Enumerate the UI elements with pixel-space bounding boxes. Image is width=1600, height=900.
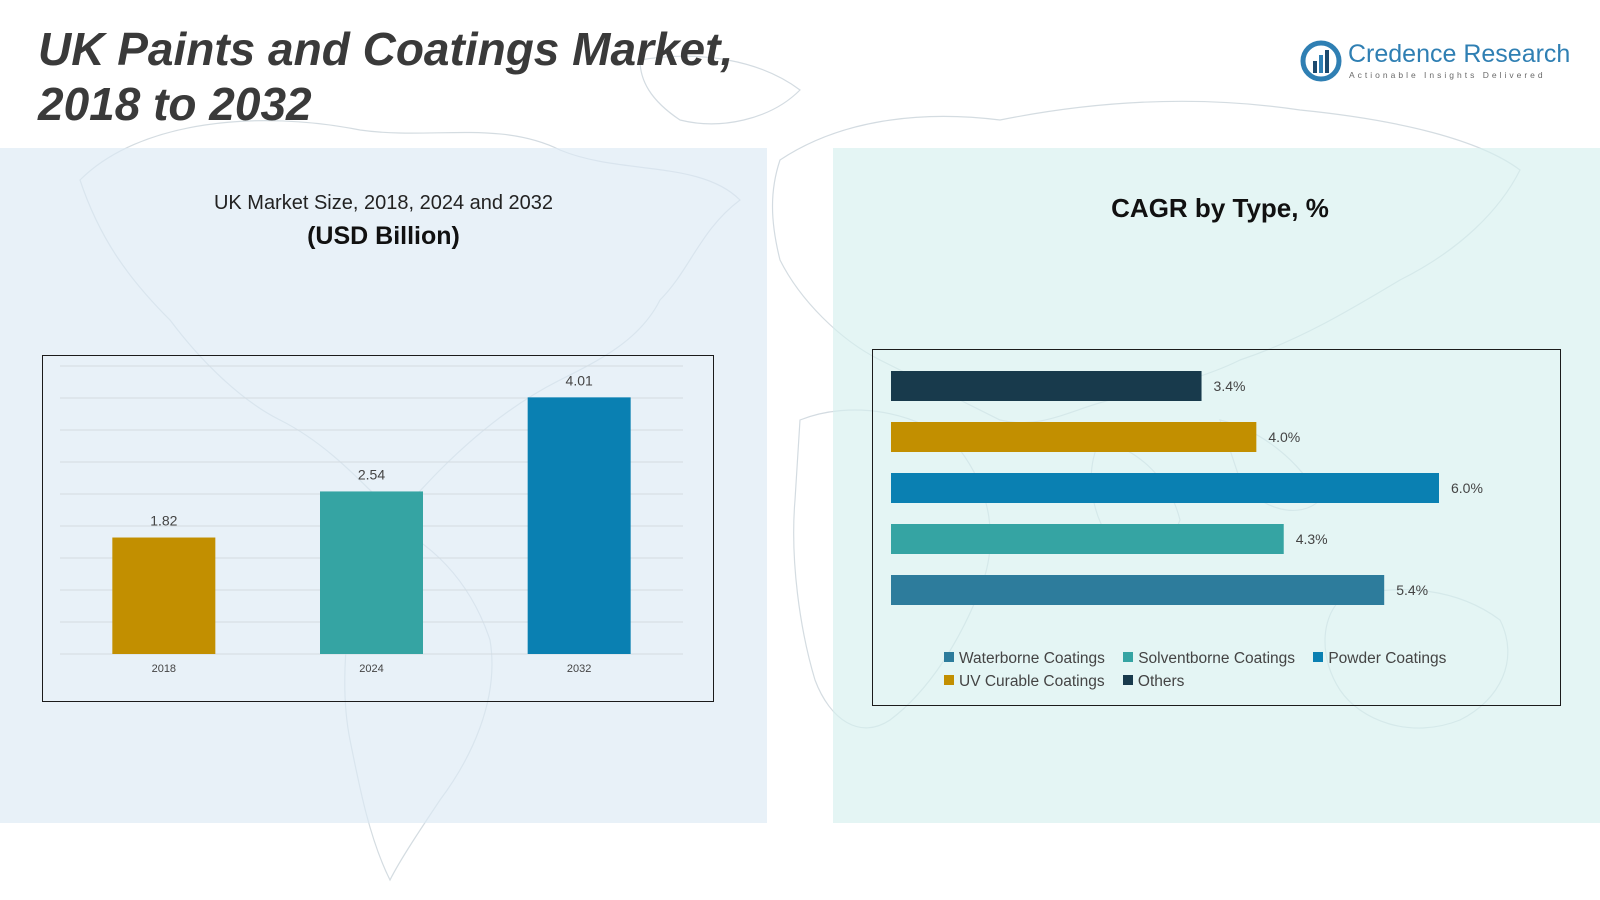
data-label: 4.3% bbox=[1296, 531, 1328, 547]
cagr-chart: 3.4% 4.0% 6.0% 4.3% 5.4% bbox=[872, 349, 1561, 706]
cagr-legend: Waterborne Coatings Solventborne Coating… bbox=[944, 650, 1504, 696]
legend-item: UV Curable Coatings bbox=[944, 673, 1105, 691]
data-label: 2.54 bbox=[358, 466, 385, 482]
market-size-chart-svg: 1.82 2018 2.54 2024 4.01 2032 bbox=[60, 365, 683, 675]
hbar-powder-coatings bbox=[891, 473, 1439, 503]
legend-label: Solventborne Coatings bbox=[1138, 650, 1296, 667]
x-tick-label: 2024 bbox=[359, 663, 383, 675]
page-title: UK Paints and Coatings Market, 2018 to 2… bbox=[38, 23, 734, 130]
legend-swatch bbox=[944, 652, 954, 662]
legend-label: UV Curable Coatings bbox=[959, 673, 1105, 690]
legend-label: Powder Coatings bbox=[1328, 650, 1447, 667]
bar-2024 bbox=[320, 491, 423, 654]
legend-item: Waterborne Coatings bbox=[944, 650, 1105, 668]
legend-label: Waterborne Coatings bbox=[959, 650, 1105, 667]
legend-swatch bbox=[1313, 652, 1324, 662]
credence-research-logo: Credence Research Actionable Insights De… bbox=[1300, 38, 1570, 88]
cagr-chart-svg: 3.4% 4.0% 6.0% 4.3% 5.4% bbox=[891, 371, 1483, 605]
data-label: 3.4% bbox=[1214, 378, 1246, 394]
market-size-subtitle: UK Market Size, 2018, 2024 and 2032 bbox=[213, 192, 554, 214]
legend-item: Solventborne Coatings bbox=[1123, 650, 1295, 668]
data-label: 4.0% bbox=[1268, 429, 1300, 445]
hbar-uv-curable-coatings bbox=[891, 422, 1257, 452]
data-label: 4.01 bbox=[566, 372, 593, 388]
legend-swatch bbox=[944, 675, 954, 685]
legend-swatch bbox=[1122, 675, 1133, 685]
legend-label: Others bbox=[1137, 673, 1185, 690]
logo-tagline: Actionable Insights Delivered bbox=[1349, 70, 1546, 80]
cagr-title: CAGR by Type, % bbox=[1111, 193, 1329, 223]
data-label: 1.82 bbox=[150, 513, 177, 529]
legend-item: Powder Coatings bbox=[1313, 650, 1446, 668]
market-size-chart: 1.82 2018 2.54 2024 4.01 2032 bbox=[42, 355, 714, 702]
logo-name: Credence Research bbox=[1348, 40, 1571, 68]
bar-2032 bbox=[527, 397, 631, 654]
x-tick-label: 2018 bbox=[152, 663, 176, 675]
legend-item: Others bbox=[1122, 673, 1185, 691]
market-size-unit: (USD Billion) bbox=[307, 222, 460, 250]
hbar-solventborne-coatings bbox=[891, 524, 1284, 554]
legend-swatch bbox=[1123, 652, 1134, 662]
data-label: 5.4% bbox=[1396, 582, 1428, 598]
bar-2018 bbox=[112, 537, 216, 654]
data-label: 6.0% bbox=[1451, 480, 1483, 496]
legend-row-2: UV Curable Coatings Others bbox=[944, 673, 1504, 696]
bar-chart-circle-icon bbox=[1300, 40, 1342, 82]
hbar-others bbox=[891, 371, 1202, 401]
hbar-waterborne-coatings bbox=[891, 575, 1385, 605]
legend-row-1: Waterborne Coatings Solventborne Coating… bbox=[944, 650, 1504, 673]
x-tick-label: 2032 bbox=[567, 663, 591, 675]
left-panel-background bbox=[0, 148, 767, 823]
